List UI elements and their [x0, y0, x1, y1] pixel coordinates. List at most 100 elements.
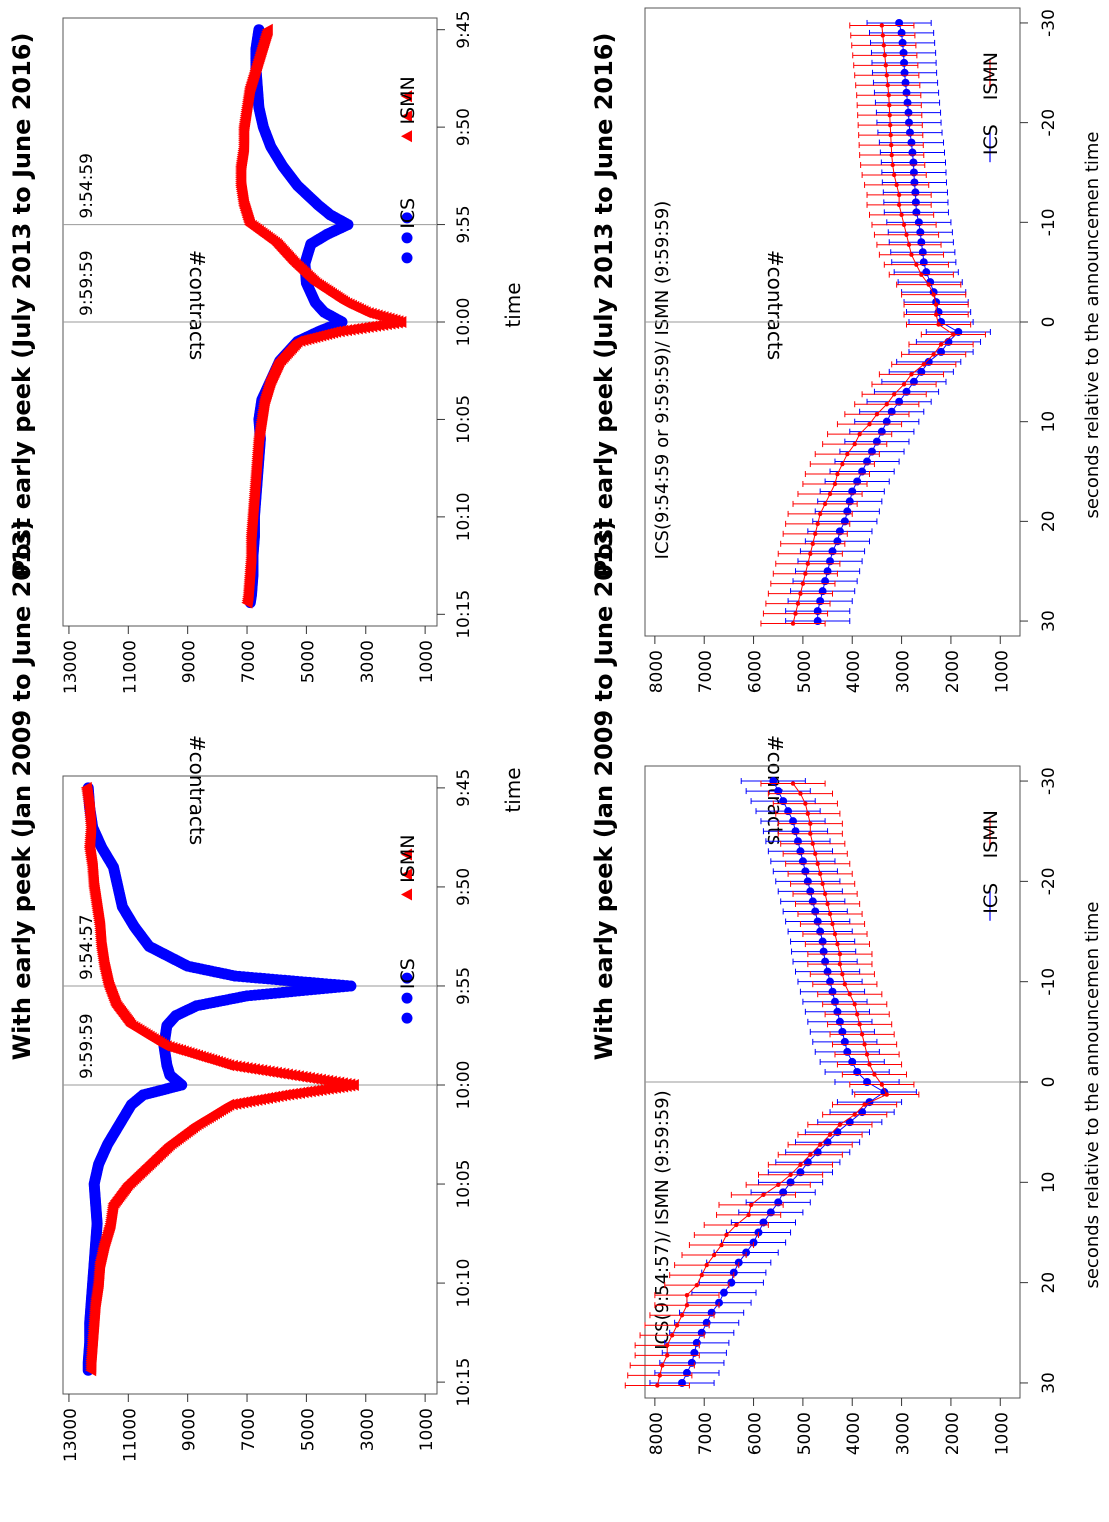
x-axis-label: time	[501, 282, 525, 327]
x-tick-label: 10:10	[454, 492, 474, 541]
y-tick-label: 11000	[120, 1408, 140, 1462]
series-group	[624, 777, 920, 1389]
y-tick-label: 5000	[298, 640, 318, 683]
legend-label: ISMN	[397, 76, 419, 124]
reference-line-label: 9:54:59	[77, 153, 97, 219]
panel-with-early-peek-seconds: With early peek (Jan 2009 to June 2013) …	[590, 520, 1103, 1456]
y-tick-label: 13000	[61, 1408, 81, 1462]
reference-line-label: 9:54:57	[77, 914, 97, 980]
legend-label: ISMN	[980, 52, 1002, 100]
x-tick-label: -30	[1039, 9, 1059, 37]
legend-ismn-marker	[401, 110, 412, 123]
x-ticks: -30 -20 -10 0 10 20 30	[1020, 9, 1059, 632]
y-tick-label: 4000	[844, 1412, 864, 1455]
panel-title: With early peek (Jan 2009 to June 2013)	[8, 520, 36, 1061]
legend-ics-marker	[401, 972, 413, 984]
x-tick-label: 0	[1039, 1077, 1059, 1088]
y-tick-label: 7000	[239, 1408, 259, 1451]
legend: ICS ISMN	[397, 835, 419, 1024]
legend-ismn-marker	[401, 848, 412, 861]
y-tick-label: 3000	[894, 1412, 914, 1455]
legend-ismn-marker	[401, 868, 412, 881]
legend-ics-marker	[401, 1012, 413, 1024]
y-tick-label: 4000	[844, 650, 864, 693]
y-tick-label: 9000	[180, 1408, 200, 1451]
y-tick-label: 5000	[795, 1412, 815, 1455]
y-ticks: 1000 3000 5000 7000 9000 11000 13000	[61, 626, 437, 694]
legend-label: ISMN	[980, 810, 1002, 858]
reference-line-label: 9:59:59	[77, 1013, 97, 1079]
y-tick-label: 3000	[358, 1408, 378, 1451]
x-axis-label: seconds relative to the announcemen time	[1082, 131, 1103, 518]
x-tick-label: 10:00	[454, 1061, 474, 1110]
legend-ics-marker	[401, 232, 413, 244]
ismn-series-line	[792, 25, 955, 624]
x-tick-label: 10:05	[454, 395, 474, 444]
y-tick-label: 7000	[696, 650, 716, 693]
x-tick-label: 20	[1039, 1272, 1059, 1294]
x-tick-label: 10:15	[454, 590, 474, 639]
y-axis-label: #contracts	[185, 250, 209, 360]
series-group	[235, 23, 407, 609]
ismn-series-line	[656, 783, 888, 1386]
legend-ics-marker	[401, 212, 413, 224]
y-tick-label: 7000	[239, 640, 259, 683]
x-tick-label: 9:45	[454, 769, 474, 807]
y-axis-label: #contracts	[763, 250, 787, 360]
x-ticks: 9:45 9:50 9:55 10:00 10:05 10:10 10:15	[437, 11, 474, 639]
chart-annotation: ICS(9:54:57)/ ISMN (9:59:59)	[652, 1090, 673, 1349]
ismn-data-point	[241, 596, 253, 609]
announcement-lines: 9:54:59 9:59:59	[63, 153, 437, 323]
legend: ICS ISMN	[980, 810, 1002, 921]
y-tick-label: 5000	[795, 650, 815, 693]
ismn-data-point	[655, 1383, 660, 1388]
x-tick-label: 9:50	[454, 868, 474, 906]
legend-ismn-marker	[401, 130, 412, 143]
y-tick-label: 8000	[647, 1412, 667, 1455]
ics-series-line	[817, 22, 960, 622]
ics-series-line	[681, 780, 886, 1384]
ismn-data-point	[879, 23, 885, 28]
panel-title: Post early peek (July 2013 to June 2016)	[8, 33, 36, 578]
x-tick-label: 10:10	[454, 1259, 474, 1308]
y-tick-label: 1000	[992, 650, 1012, 693]
x-tick-label: 10:00	[454, 298, 474, 347]
y-tick-label: 9000	[180, 640, 200, 683]
reference-line-label: 9:59:59	[77, 250, 97, 316]
x-tick-label: 9:45	[454, 11, 474, 49]
x-tick-label: 20	[1039, 511, 1059, 533]
y-tick-label: 2000	[943, 1412, 963, 1455]
x-tick-label: 9:50	[454, 108, 474, 146]
x-tick-label: 10	[1039, 1171, 1059, 1193]
legend: ICS ISMN	[397, 76, 419, 264]
legend-label: ICS	[397, 198, 419, 229]
y-tick-label: 8000	[647, 650, 667, 693]
y-tick-label: 1000	[417, 640, 437, 683]
series-group	[80, 781, 359, 1377]
x-tick-label: -20	[1039, 867, 1059, 895]
x-tick-label: 10	[1039, 411, 1059, 433]
legend-label: ICS	[397, 958, 419, 989]
x-tick-label: -30	[1039, 767, 1059, 795]
legend-ics-marker	[401, 992, 413, 1004]
y-tick-label: 6000	[746, 1412, 766, 1455]
x-tick-label: 10:05	[454, 1160, 474, 1209]
x-tick-label: 9:55	[454, 205, 474, 243]
y-ticks: 1000 2000 3000 4000 5000 6000 7000 8000	[647, 1398, 1012, 1455]
y-tick-label: 5000	[298, 1408, 318, 1451]
legend-ismn-marker	[401, 888, 412, 901]
y-tick-label: 1000	[992, 1412, 1012, 1455]
chart-annotation: ICS(9:54:59 or 9:59:59)/ ISMN (9:59:59)	[652, 201, 673, 560]
announcement-lines: 9:54:57 9:59:59	[63, 914, 437, 1086]
y-ticks: 1000 3000 5000 7000 9000 11000 13000	[61, 1394, 437, 1462]
legend-ismn-marker	[401, 90, 412, 103]
y-tick-label: 11000	[120, 640, 140, 694]
panel-title: Post early peek (July 2013 to June 2016)	[590, 33, 618, 578]
x-tick-label: 0	[1039, 317, 1059, 328]
panel-with-early-peek-time: With early peek (Jan 2009 to June 2013) …	[8, 520, 525, 1462]
y-tick-label: 13000	[61, 640, 81, 694]
ismn-data-point	[85, 1364, 97, 1377]
legend-ics-marker	[401, 252, 413, 264]
legend: ICS ISMN	[980, 52, 1002, 163]
x-ticks: -30 -20 -10 0 10 20 30	[1020, 767, 1059, 1394]
